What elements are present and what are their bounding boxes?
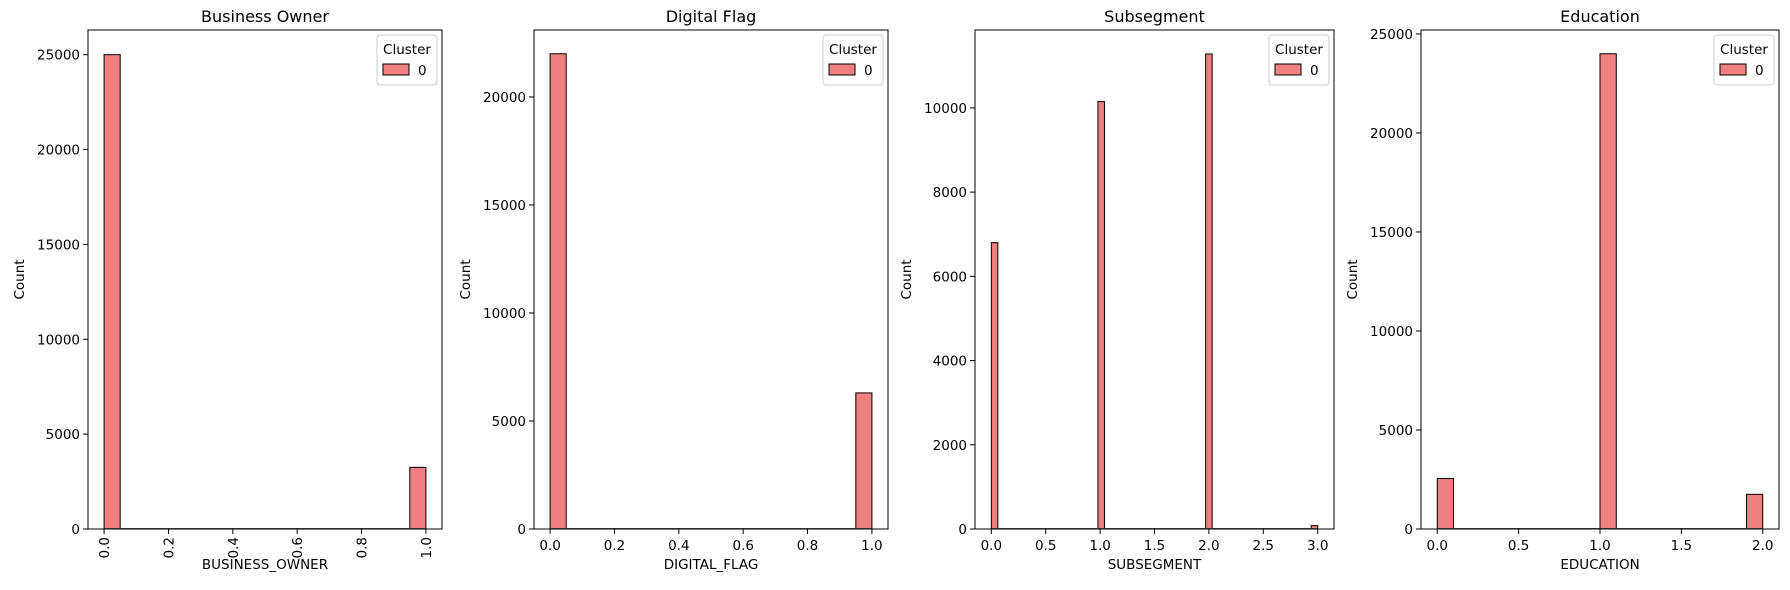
histogram-bar (103, 54, 121, 530)
x-tick-label: 0.6 (290, 537, 306, 558)
y-axis-label: Count (12, 259, 28, 299)
y-tick-label: 6000 (933, 269, 967, 285)
axes-frame (533, 29, 889, 530)
y-tick-label: 5000 (492, 414, 526, 430)
histogram-bar (549, 53, 567, 530)
legend-swatch (382, 63, 410, 76)
x-tick-label: 1.5 (1144, 538, 1165, 554)
x-tick-label: 1.0 (1089, 538, 1110, 554)
x-tick-label: 0.4 (668, 538, 689, 554)
x-axis-label: DIGITAL_FLAG (664, 557, 759, 573)
x-tick-label: 0.2 (604, 538, 625, 554)
y-tick-label: 10000 (483, 306, 526, 322)
legend: Cluster 0 (1268, 34, 1330, 86)
legend-entry: 0 (1310, 63, 1319, 79)
x-tick-label: 2.5 (1253, 538, 1274, 554)
x-tick-label: 1.5 (1671, 538, 1692, 554)
y-tick-label: 15000 (37, 237, 80, 253)
histogram-bar (409, 466, 427, 530)
y-axis-label: Count (1345, 259, 1361, 299)
x-tick-label: 0.0 (539, 538, 560, 554)
subplot-3: 0 2000 4000 6000 8000 10000 0.0 0.5 1.0 1.5 2.0 2.5… (899, 7, 1335, 573)
y-tick-label: 2000 (933, 438, 967, 454)
subplot-4: 0 5000 10000 15000 20000 25000 0.0 0.5 1.0 1.5 2.0… (1345, 7, 1780, 573)
y-tick-label: 0 (958, 522, 967, 538)
x-tick-label: 0.8 (355, 537, 371, 558)
chart-title: Education (1560, 7, 1640, 26)
y-tick-label: 0 (517, 522, 526, 538)
legend-entry: 0 (864, 63, 873, 79)
subplot-2: 0 5000 10000 15000 20000 0.0 0.2 0.4 0.6 0.8 1.0 Di… (458, 7, 889, 573)
y-axis-label: Count (458, 259, 474, 299)
x-axis-label: EDUCATION (1560, 557, 1639, 573)
histogram-bar (1745, 493, 1764, 530)
y-tick-label: 10000 (1370, 324, 1413, 340)
legend-swatch (1719, 63, 1747, 76)
y-tick-label: 5000 (46, 427, 80, 443)
x-axis-label: BUSINESS_OWNER (202, 557, 328, 573)
y-tick-label: 15000 (1370, 225, 1413, 241)
y-tick-label: 8000 (933, 185, 967, 201)
y-tick-label: 20000 (1370, 126, 1413, 142)
legend-title: Cluster (383, 42, 431, 58)
x-tick-label: 0.2 (161, 537, 177, 558)
axes-frame (974, 29, 1335, 530)
y-tick-label: 15000 (483, 198, 526, 214)
y-tick-label: 20000 (37, 143, 80, 159)
y-tick-label: 25000 (37, 48, 80, 64)
y-tick-label: 0 (71, 522, 80, 538)
axes-frame (87, 29, 443, 530)
legend-entry: 0 (1755, 63, 1764, 79)
x-tick-label: 0.8 (797, 538, 818, 554)
x-tick-label: 2.0 (1198, 538, 1219, 554)
y-tick-label: 0 (1404, 522, 1413, 538)
x-tick-label: 0.4 (226, 537, 242, 558)
x-tick-label: 0.0 (97, 537, 113, 558)
x-tick-label: 2.0 (1752, 538, 1773, 554)
legend: Cluster 0 (822, 34, 884, 86)
chart-title: Business Owner (201, 7, 329, 26)
legend-title: Cluster (829, 42, 877, 58)
histogram-bar (1436, 478, 1455, 530)
x-tick-label: 0.5 (1035, 538, 1056, 554)
y-tick-label: 10000 (37, 332, 80, 348)
x-tick-label: 1.0 (861, 538, 882, 554)
histogram-bar (1097, 101, 1105, 530)
legend-swatch (828, 63, 856, 76)
y-tick-label: 20000 (483, 90, 526, 106)
chart-title: Subsegment (1104, 7, 1205, 26)
y-tick-label: 5000 (1379, 423, 1413, 439)
y-tick-label: 10000 (924, 101, 967, 117)
y-tick-label: 4000 (933, 354, 967, 370)
x-tick-label: 0.5 (1508, 538, 1529, 554)
histogram-bar (990, 242, 999, 530)
legend: Cluster 0 (376, 34, 438, 86)
chart-title: Digital Flag (666, 7, 757, 26)
legend: Cluster 0 (1713, 34, 1775, 86)
x-tick-label: 0.0 (1427, 538, 1448, 554)
legend-title: Cluster (1720, 42, 1768, 58)
x-tick-label: 1.0 (1589, 538, 1610, 554)
legend-swatch (1274, 63, 1302, 76)
x-tick-label: 1.0 (419, 537, 435, 558)
x-tick-label: 3.0 (1307, 538, 1328, 554)
legend-entry: 0 (418, 63, 427, 79)
histogram-bar (1599, 53, 1617, 530)
histogram-bar (1205, 53, 1213, 530)
histogram-bar (855, 392, 873, 530)
y-tick-label: 25000 (1370, 27, 1413, 43)
subplot-1: 0 5000 10000 15000 20000 25000 0.0 0.2 0.4 0.6 0.8… (12, 7, 443, 573)
x-tick-label: 0.6 (732, 538, 753, 554)
x-tick-label: 0.0 (981, 538, 1002, 554)
y-axis-label: Count (899, 259, 915, 299)
x-axis-label: SUBSEGMENT (1108, 557, 1202, 573)
legend-title: Cluster (1275, 42, 1323, 58)
